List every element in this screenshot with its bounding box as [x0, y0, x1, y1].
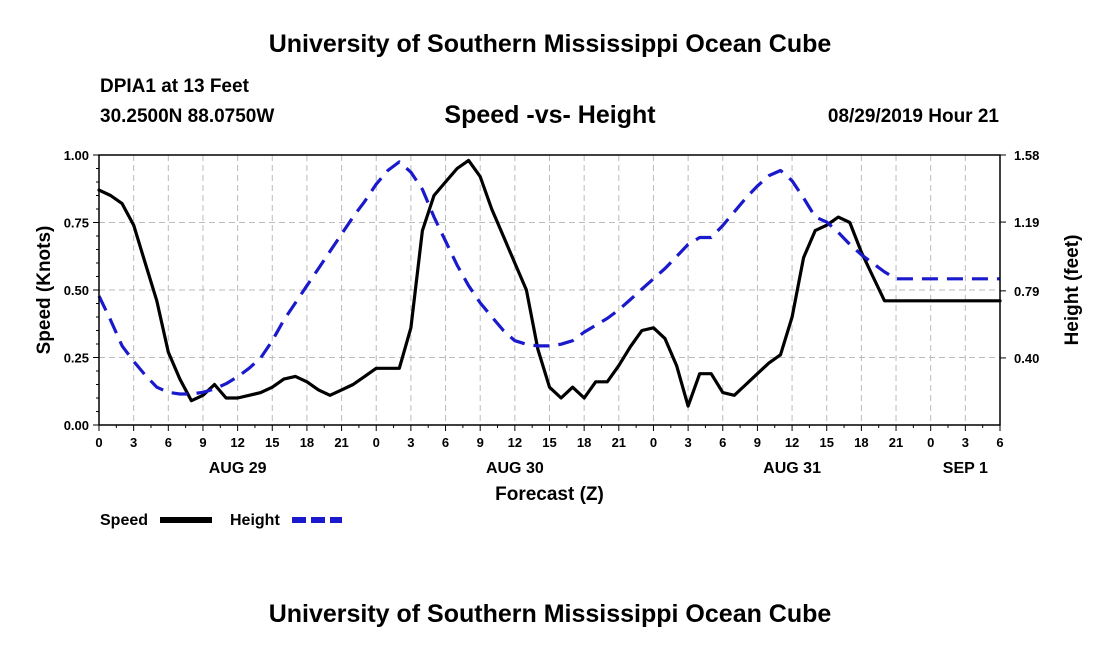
x-tick-label: 6	[719, 435, 726, 450]
legend-label-height: Height	[230, 512, 280, 529]
x-tick-label: 9	[199, 435, 206, 450]
x-day-label: AUG 31	[763, 460, 821, 477]
series-line-height	[97, 160, 1000, 396]
x-tick-label: 9	[477, 435, 484, 450]
x-tick-label: 3	[962, 435, 969, 450]
coordinates-label: 30.2500N 88.0750W	[100, 106, 275, 127]
series-line-speed	[97, 158, 1002, 408]
x-tick-label: 9	[754, 435, 761, 450]
x-tick-label: 3	[684, 435, 691, 450]
legend-label-speed: Speed	[100, 512, 148, 529]
x-tick-label: 0	[373, 435, 380, 450]
legend: Speed Height	[100, 512, 342, 529]
x-tick-label: 15	[265, 435, 279, 450]
y2-axis-label: Height (feet)	[1062, 235, 1083, 346]
series-layer	[97, 158, 1002, 408]
x-tick-label: 0	[650, 435, 657, 450]
x-tick-label: 21	[889, 435, 903, 450]
x-tick-label: 6	[996, 435, 1003, 450]
x-tick-label: 0	[927, 435, 934, 450]
y-axis-label: Speed (Knots)	[34, 226, 55, 355]
x-tick-label: 6	[442, 435, 449, 450]
x-tick-label: 3	[407, 435, 414, 450]
y-tick-label: 0.00	[64, 418, 89, 433]
y-tick-label: 0.25	[64, 351, 89, 366]
y2-tick-label: 0.40	[1014, 351, 1039, 366]
y-tick-label: 0.75	[64, 216, 89, 231]
station-label: DPIA1 at 13 Feet	[100, 76, 249, 97]
x-tick-label: 0	[95, 435, 102, 450]
x-tick-label: 6	[165, 435, 172, 450]
x-tick-label: 18	[854, 435, 868, 450]
x-tick-label: 12	[230, 435, 244, 450]
x-tick-label: 21	[334, 435, 348, 450]
y-tick-label: 1.00	[64, 148, 89, 163]
x-axis-label: Forecast (Z)	[495, 484, 604, 505]
y2-tick-label: 1.58	[1014, 148, 1039, 163]
x-tick-label: 18	[300, 435, 314, 450]
x-day-label: SEP 1	[943, 460, 988, 477]
x-tick-label: 12	[785, 435, 799, 450]
chart-header-title: University of Southern Mississippi Ocean…	[268, 30, 832, 58]
x-tick-label: 18	[577, 435, 591, 450]
x-tick-label: 12	[508, 435, 522, 450]
x-day-label: AUG 30	[486, 460, 544, 477]
x-tick-label: 15	[542, 435, 556, 450]
x-tick-label: 3	[130, 435, 137, 450]
chart-footer-title: University of Southern Mississippi Ocean…	[268, 600, 832, 628]
y2-tick-label: 1.19	[1014, 215, 1039, 230]
x-day-label: AUG 29	[209, 460, 267, 477]
axis-layer: 0 3 6 9 12 15 18 21 0 3 6 9 12 15 18 21 0 3 6 9 12 15 18 21 0 3 6 A…	[64, 148, 1040, 477]
x-tick-label: 15	[819, 435, 833, 450]
forecast-datestamp: 08/29/2019 Hour 21	[827, 106, 999, 127]
y2-tick-label: 0.79	[1014, 284, 1039, 299]
chart-title: Speed -vs- Height	[444, 101, 656, 129]
y-tick-label: 0.50	[64, 283, 89, 298]
x-tick-label: 21	[612, 435, 626, 450]
